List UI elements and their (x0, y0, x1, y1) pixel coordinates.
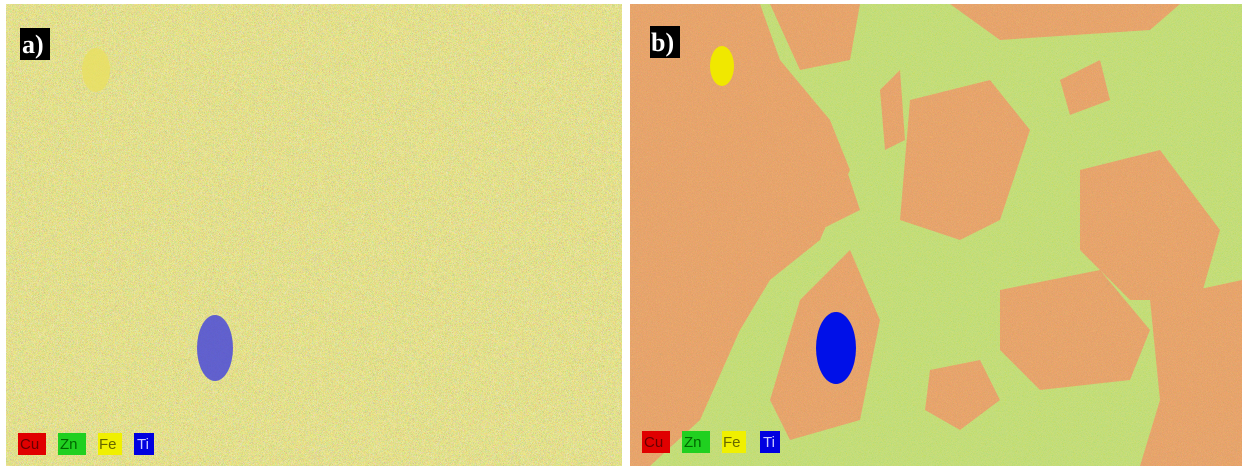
legend-label: Cu (644, 434, 663, 451)
ti-particle (197, 315, 233, 381)
legend-label: Fe (99, 436, 117, 453)
fe-particle (710, 46, 734, 86)
legend-label: Ti (763, 434, 775, 451)
panel-b: b) Cu Zn Fe Ti (630, 4, 1242, 466)
legend-label: Zn (60, 436, 78, 453)
panel-a: a) Cu Zn Fe Ti (6, 4, 622, 466)
panel-label: a) (22, 30, 44, 59)
panel-label: b) (651, 28, 674, 57)
ti-particle (816, 312, 856, 384)
legend-label: Ti (137, 436, 149, 453)
legend-label: Zn (684, 434, 702, 451)
legend-label: Cu (20, 436, 39, 453)
figure: a) Cu Zn Fe Ti b) Cu Zn Fe Ti (0, 0, 1246, 468)
legend-label: Fe (723, 434, 741, 451)
fe-particle (82, 48, 110, 92)
